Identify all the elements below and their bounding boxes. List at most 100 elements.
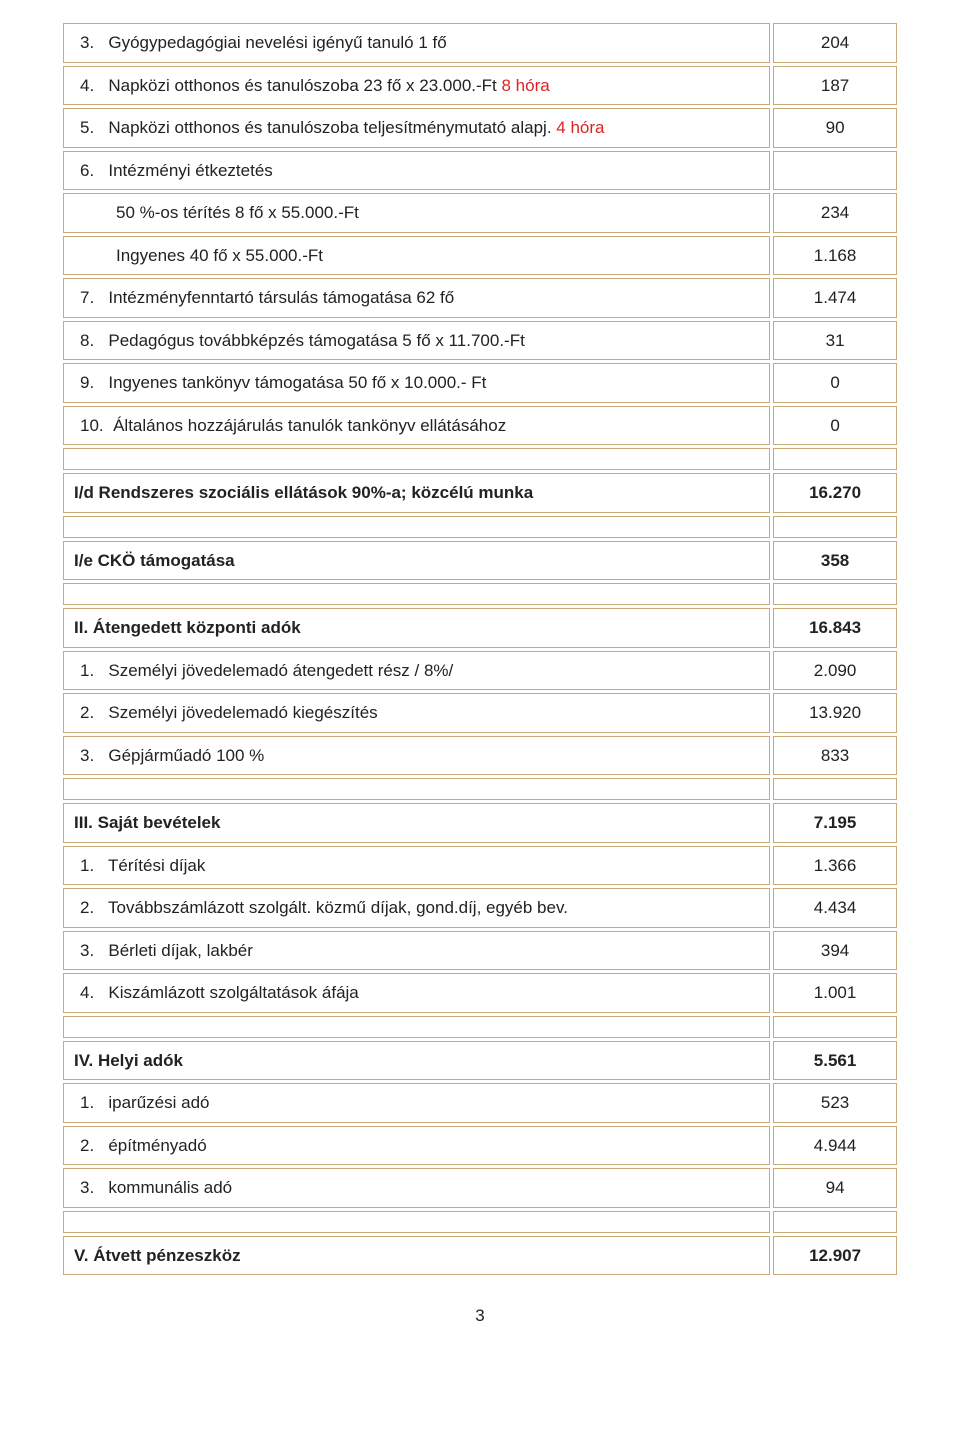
table-row: 9. Ingyenes tankönyv támogatása 50 fő x …	[63, 363, 897, 403]
label-part: Személyi jövedelemadó kiegészítés	[94, 703, 377, 722]
table-row: III. Saját bevételek7.195	[63, 803, 897, 843]
row-value: 234	[773, 193, 897, 233]
label-part: Pedagógus továbbképzés támogatása 5 fő x…	[94, 331, 525, 350]
label-part: 2.	[74, 703, 94, 722]
row-label: 8. Pedagógus továbbképzés támogatása 5 f…	[63, 321, 770, 361]
table-row	[63, 583, 897, 605]
row-value: 7.195	[773, 803, 897, 843]
label-part: Továbbszámlázott szolgált. közmű díjak, …	[94, 898, 568, 917]
row-label: 2. Továbbszámlázott szolgált. közmű díja…	[63, 888, 770, 928]
row-label: 7. Intézményfenntartó társulás támogatás…	[63, 278, 770, 318]
table-row	[63, 778, 897, 800]
table-row: 3. Gyógypedagógiai nevelési igényű tanul…	[63, 23, 897, 63]
row-label: I/e CKÖ támogatása	[63, 541, 770, 581]
table-row: 7. Intézményfenntartó társulás támogatás…	[63, 278, 897, 318]
label-part: 3.	[74, 941, 94, 960]
table-row: Ingyenes 40 fő x 55.000.-Ft1.168	[63, 236, 897, 276]
label-part: 2.	[74, 898, 94, 917]
label-part: 1.	[74, 1093, 94, 1112]
row-label: 1. Személyi jövedelemadó átengedett rész…	[63, 651, 770, 691]
row-label: 2. Személyi jövedelemadó kiegészítés	[63, 693, 770, 733]
row-value: 1.366	[773, 846, 897, 886]
row-label: 10. Általános hozzájárulás tanulók tankö…	[63, 406, 770, 446]
label-part: 9.	[74, 373, 94, 392]
table-row: V. Átvett pénzeszköz12.907	[63, 1236, 897, 1276]
row-value: 523	[773, 1083, 897, 1123]
row-value: 1.168	[773, 236, 897, 276]
row-value: 1.474	[773, 278, 897, 318]
table-row: I/d Rendszeres szociális ellátások 90%-a…	[63, 473, 897, 513]
label-part: I/e CKÖ támogatása	[74, 551, 235, 570]
label-part: 5.	[74, 118, 94, 137]
row-value: 31	[773, 321, 897, 361]
table-row: 2. építményadó 4.944	[63, 1126, 897, 1166]
table-row: I/e CKÖ támogatása 358	[63, 541, 897, 581]
row-value	[773, 151, 897, 191]
label-part: 8 hóra	[502, 76, 550, 95]
label-part: Gépjárműadó 100 %	[94, 746, 264, 765]
table-row	[63, 448, 897, 470]
label-part: 8.	[74, 331, 94, 350]
spacer-cell	[63, 516, 770, 538]
label-part: építményadó	[94, 1136, 206, 1155]
table-row: IV. Helyi adók 5.561	[63, 1041, 897, 1081]
row-label: IV. Helyi adók	[63, 1041, 770, 1081]
label-part: I/d Rendszeres szociális ellátások 90%-a…	[74, 483, 533, 502]
label-part: Térítési díjak	[94, 856, 205, 875]
row-value: 358	[773, 541, 897, 581]
row-label: III. Saját bevételek	[63, 803, 770, 843]
row-label: 4. Napközi otthonos és tanulószoba 23 fő…	[63, 66, 770, 106]
label-part: 4.	[74, 983, 94, 1002]
spacer-cell	[63, 778, 770, 800]
row-value: 94	[773, 1168, 897, 1208]
label-part: 10.	[74, 416, 104, 435]
table-row: 4. Kiszámlázott szolgáltatások áfája 1.00…	[63, 973, 897, 1013]
row-value: 2.090	[773, 651, 897, 691]
table-row: 1. Személyi jövedelemadó átengedett rész…	[63, 651, 897, 691]
label-part: Bérleti díjak, lakbér	[94, 941, 253, 960]
label-part: IV. Helyi adók	[74, 1051, 183, 1070]
label-part: 3.	[74, 1178, 94, 1197]
row-label: 3. Gépjárműadó 100 %	[63, 736, 770, 776]
row-value: 5.561	[773, 1041, 897, 1081]
row-label: 3. Gyógypedagógiai nevelési igényű tanul…	[63, 23, 770, 63]
table-row: 10. Általános hozzájárulás tanulók tankö…	[63, 406, 897, 446]
label-part: Ingyenes tankönyv támogatása 50 fő x 10.…	[94, 373, 486, 392]
label-part: Gyógypedagógiai nevelési igényű tanuló 1…	[94, 33, 447, 52]
row-value: 187	[773, 66, 897, 106]
row-value: 13.920	[773, 693, 897, 733]
spacer-cell	[773, 1211, 897, 1233]
table-row: 8. Pedagógus továbbképzés támogatása 5 f…	[63, 321, 897, 361]
label-part: 50 %-os térítés 8 fő x 55.000.-Ft	[74, 203, 359, 222]
row-value: 0	[773, 406, 897, 446]
row-label: 9. Ingyenes tankönyv támogatása 50 fő x …	[63, 363, 770, 403]
row-value: 1.001	[773, 973, 897, 1013]
row-value: 12.907	[773, 1236, 897, 1276]
row-value: 16.843	[773, 608, 897, 648]
budget-table: 3. Gyógypedagógiai nevelési igényű tanul…	[60, 20, 900, 1278]
table-row: 3. kommunális adó94	[63, 1168, 897, 1208]
row-value: 833	[773, 736, 897, 776]
label-part: Intézményi étkeztetés	[94, 161, 273, 180]
spacer-cell	[773, 516, 897, 538]
label-part: Általános hozzájárulás tanulók tankönyv …	[104, 416, 507, 435]
label-part: 7.	[74, 288, 94, 307]
table-row: 1. Térítési díjak1.366	[63, 846, 897, 886]
label-part: 2.	[74, 1136, 94, 1155]
row-value: 394	[773, 931, 897, 971]
row-label: 1. iparűzési adó	[63, 1083, 770, 1123]
label-part: iparűzési adó	[94, 1093, 209, 1112]
table-row	[63, 516, 897, 538]
label-part: Kiszámlázott szolgáltatások áfája	[94, 983, 359, 1002]
row-label: 6. Intézményi étkeztetés	[63, 151, 770, 191]
table-row: II. Átengedett központi adók16.843	[63, 608, 897, 648]
table-row: 3. Gépjárműadó 100 %833	[63, 736, 897, 776]
label-part: Intézményfenntartó társulás támogatása 6…	[94, 288, 454, 307]
row-value: 4.944	[773, 1126, 897, 1166]
spacer-cell	[63, 448, 770, 470]
row-label: 5. Napközi otthonos és tanulószoba telje…	[63, 108, 770, 148]
row-value: 204	[773, 23, 897, 63]
label-part: Napközi otthonos és tanulószoba 23 fő x …	[94, 76, 501, 95]
row-value: 0	[773, 363, 897, 403]
table-row: 4. Napközi otthonos és tanulószoba 23 fő…	[63, 66, 897, 106]
